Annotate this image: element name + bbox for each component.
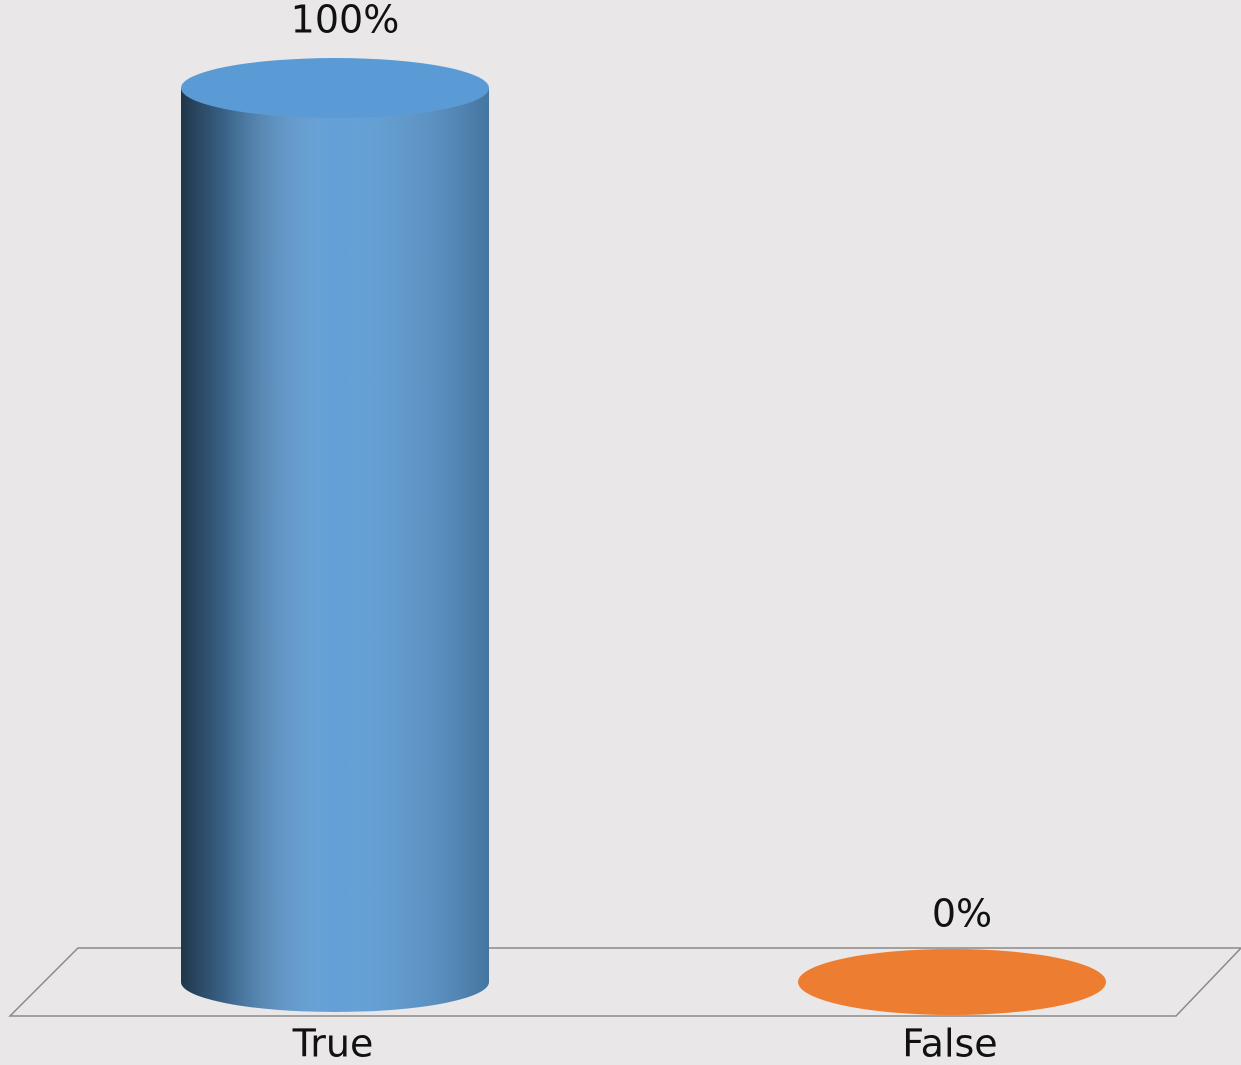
x-tick-label: False <box>902 1022 997 1065</box>
cylinder-shade <box>181 88 489 1012</box>
value-label: 100% <box>291 0 400 42</box>
floor <box>8 947 1241 1017</box>
x-tick-label: True <box>292 1022 374 1065</box>
cylinder-top <box>181 58 489 118</box>
value-label: 0% <box>932 892 992 936</box>
cylinder <box>798 949 1106 1015</box>
cylinder <box>181 58 489 1012</box>
cylinder-top <box>798 949 1106 1015</box>
